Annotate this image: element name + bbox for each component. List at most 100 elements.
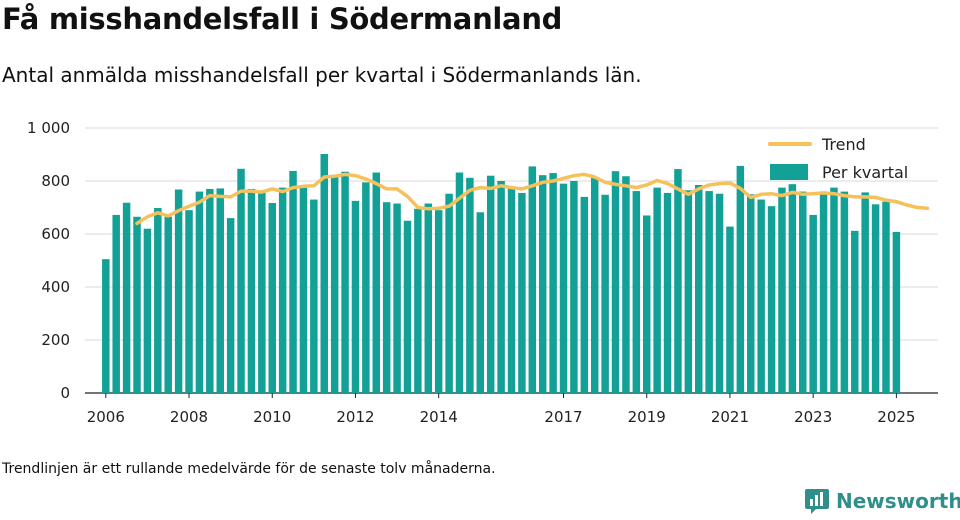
bar [351,200,360,393]
bar [320,153,329,393]
bar [767,206,776,393]
bar [507,187,516,393]
newsworthy-logo-icon [805,489,829,514]
bar [122,202,131,393]
bar [102,259,110,393]
bar [330,177,339,393]
chart-legend: Trend Per kvartal [768,135,908,182]
x-tick-label: 2023 [794,408,832,426]
bar [372,172,381,393]
y-tick-label: 400 [41,278,70,296]
bar [736,165,745,393]
bar [185,210,193,393]
bar [840,191,849,393]
bar [289,170,297,393]
bar [476,212,485,393]
bar [299,187,308,393]
bar [466,177,474,393]
bar [424,203,433,393]
legend-bars-swatch [770,164,808,180]
x-tick-label: 2008 [170,408,208,426]
bar [590,177,599,393]
bar [403,220,412,393]
x-tick-label: 2010 [253,408,291,426]
brand: Newsworthy [804,487,960,515]
bar [799,191,807,393]
bar [237,168,245,393]
bar [830,187,838,393]
bar [164,216,172,393]
bar [206,188,214,393]
bar [247,188,256,393]
bar [455,172,464,393]
bar [216,188,224,393]
x-tick-label: 2017 [544,408,582,426]
bar [570,181,578,393]
bar [622,176,630,393]
bar [674,169,682,393]
y-tick-label: 0 [60,384,70,402]
bar [788,184,797,393]
x-tick-label: 2019 [628,408,666,426]
bar [653,187,661,393]
chart-subtitle: Antal anmälda misshandelsfall per kvarta… [2,63,642,87]
bar [632,191,641,393]
bar [310,199,318,393]
y-tick-label: 600 [41,225,70,243]
bar [851,230,859,393]
bar [559,183,568,393]
bar [549,173,557,393]
bar [861,192,869,393]
x-axis-ticks: 2006 2008 2010 2012 2014 2017 2019 2021 2023 2025 [87,393,915,426]
bar [538,175,547,393]
bar [663,192,672,393]
x-tick-label: 2021 [711,408,749,426]
bar [705,191,713,393]
bar [414,208,422,393]
x-tick-label: 2012 [336,408,374,426]
bar [393,203,401,393]
bar [601,194,609,393]
bar [892,231,901,393]
bar [684,190,693,393]
footnote: Trendlinjen är ett rullande medelvärde f… [2,461,496,477]
bar [445,193,453,393]
bar [143,228,152,393]
bar [382,202,391,393]
bar [268,202,276,393]
x-tick-label: 2014 [420,408,458,426]
y-axis-ticks: 0 200 400 600 800 1 000 [27,119,70,402]
bar [757,199,765,393]
bar [341,171,349,393]
x-tick-label: 2025 [877,408,915,426]
brand-name: Newsworthy [836,489,960,513]
y-tick-label: 800 [41,172,70,190]
bar [226,218,235,393]
trend-line [135,172,930,226]
bar [642,215,651,393]
x-tick-label: 2006 [87,408,125,426]
bar [112,214,120,393]
bar [528,166,537,393]
bar [694,184,703,393]
bar [809,214,817,393]
bar [580,196,589,393]
y-tick-label: 1 000 [27,119,70,137]
bar [871,204,880,393]
bar [278,187,287,393]
bar [715,193,724,393]
bar [882,201,890,393]
legend-trend-label: Trend [821,135,866,154]
bar [434,210,443,393]
bar [747,194,755,393]
bar [497,181,505,393]
chart-title: Få misshandelsfall i Södermanland [2,2,563,36]
bar [362,182,370,393]
legend-bars-label: Per kvartal [822,163,908,182]
y-tick-label: 200 [41,331,70,349]
bar [819,191,828,393]
bar [778,187,786,393]
bar [258,192,266,393]
bar [486,175,495,393]
